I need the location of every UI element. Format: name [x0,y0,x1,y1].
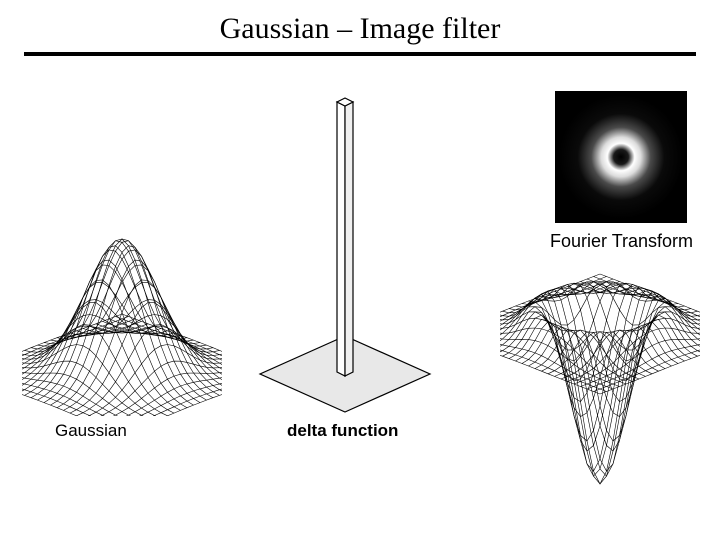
delta-pillar [337,98,353,376]
inverted-gaussian-surface [500,256,700,506]
fourier-transform-image [555,91,687,223]
page-title: Gaussian – Image filter [0,0,720,52]
gaussian-surface [22,206,222,416]
fourier-label: Fourier Transform [550,231,693,252]
gaussian-label: Gaussian [55,421,127,441]
figure-canvas: Fourier Transform Gaussian delta functio… [0,56,720,536]
delta-function [245,86,445,416]
delta-label: delta function [287,421,398,441]
